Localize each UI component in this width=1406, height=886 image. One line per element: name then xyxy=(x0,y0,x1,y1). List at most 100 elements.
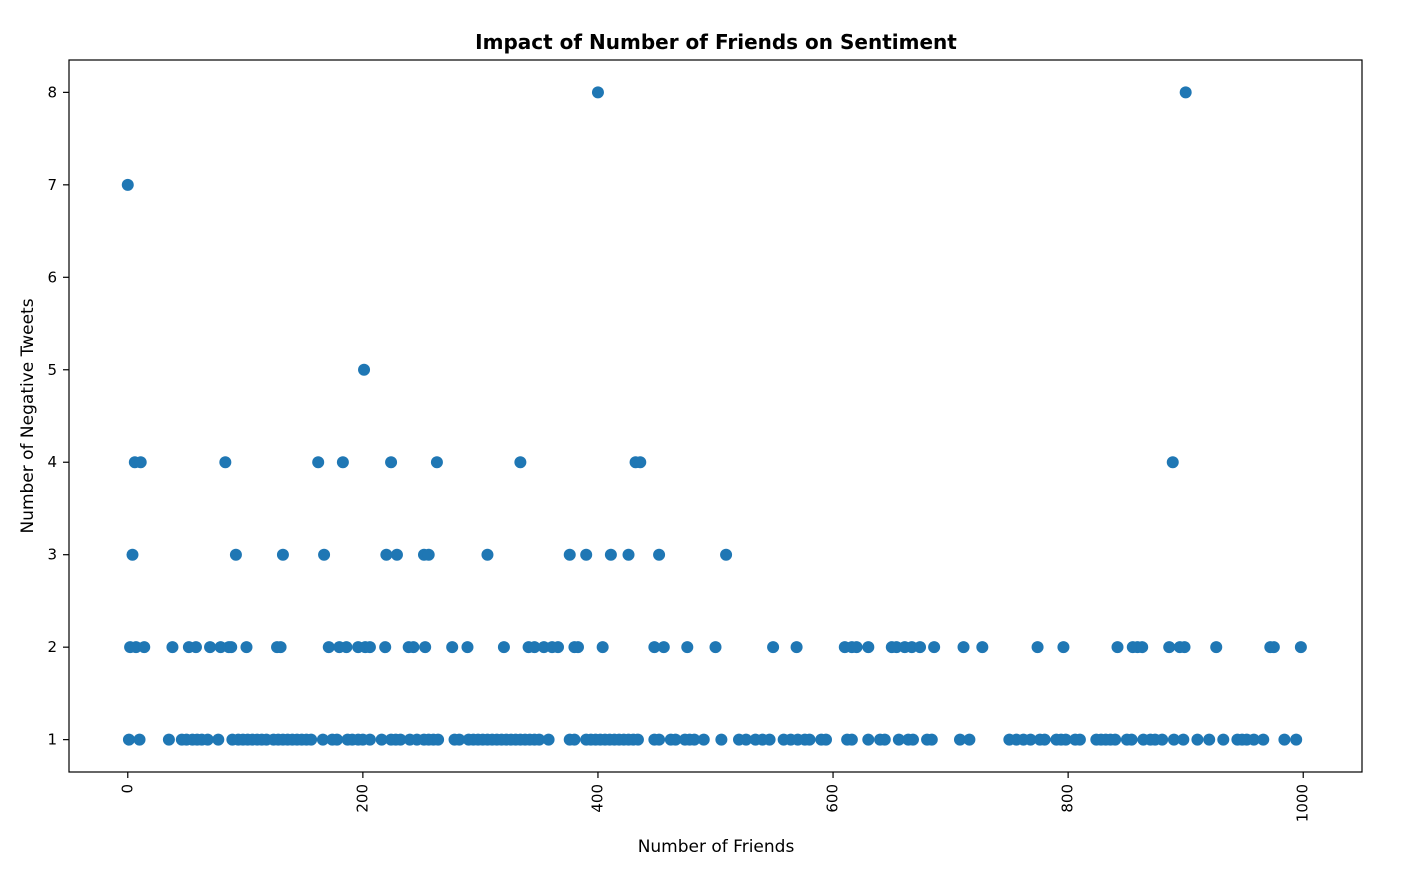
data-point xyxy=(905,641,918,654)
data-point xyxy=(657,641,670,654)
data-point xyxy=(767,641,780,654)
data-point xyxy=(591,86,604,99)
data-point xyxy=(318,548,331,561)
y-tick-label: 5 xyxy=(47,361,57,379)
data-point xyxy=(976,641,989,654)
data-point xyxy=(648,641,661,654)
data-point xyxy=(681,641,694,654)
data-point xyxy=(1109,733,1122,746)
data-point xyxy=(1217,733,1230,746)
data-point xyxy=(305,733,318,746)
data-point xyxy=(963,733,976,746)
data-point xyxy=(1059,733,1072,746)
data-point xyxy=(336,456,349,469)
data-point xyxy=(596,641,609,654)
data-point xyxy=(340,641,353,654)
data-point xyxy=(212,733,225,746)
data-point xyxy=(1031,641,1044,654)
y-axis-label: Number of Negative Tweets xyxy=(18,298,38,533)
data-point xyxy=(1038,733,1051,746)
data-point xyxy=(331,733,344,746)
data-point xyxy=(121,178,134,191)
data-point xyxy=(453,733,466,746)
data-point xyxy=(688,733,701,746)
y-tick-label: 8 xyxy=(47,83,57,101)
data-point xyxy=(162,733,175,746)
data-point xyxy=(422,548,435,561)
data-point xyxy=(740,733,753,746)
data-point xyxy=(551,641,564,654)
data-point xyxy=(669,733,682,746)
data-point xyxy=(953,733,966,746)
y-tick-label: 2 xyxy=(47,638,57,656)
data-point xyxy=(497,641,510,654)
y-axis: 1 2 3 4 5 6 7 8 xyxy=(47,83,69,749)
data-point xyxy=(1178,641,1191,654)
data-point xyxy=(363,641,376,654)
data-point xyxy=(380,548,393,561)
data-point xyxy=(720,548,733,561)
data-point xyxy=(274,641,287,654)
data-point xyxy=(358,363,371,376)
data-point xyxy=(133,733,146,746)
data-point xyxy=(850,641,863,654)
data-point xyxy=(1156,733,1169,746)
x-tick-label: 1000 xyxy=(1294,784,1312,822)
data-point xyxy=(571,641,584,654)
x-tick-label: 800 xyxy=(1059,784,1077,813)
data-point xyxy=(845,733,858,746)
data-point xyxy=(1267,641,1280,654)
data-point xyxy=(528,641,541,654)
data-point xyxy=(622,548,635,561)
data-point xyxy=(166,641,179,654)
data-point xyxy=(189,641,202,654)
data-point xyxy=(379,641,392,654)
data-point xyxy=(1278,733,1291,746)
data-point xyxy=(204,641,217,654)
data-point xyxy=(1247,733,1260,746)
data-point xyxy=(878,733,891,746)
data-point xyxy=(604,548,617,561)
data-point xyxy=(375,733,388,746)
data-point xyxy=(1179,86,1192,99)
data-point xyxy=(1167,733,1180,746)
data-point xyxy=(394,733,407,746)
data-point xyxy=(240,641,253,654)
data-point xyxy=(906,733,919,746)
y-tick-label: 6 xyxy=(47,268,57,286)
data-point xyxy=(763,733,776,746)
data-point xyxy=(1166,456,1179,469)
data-point xyxy=(1024,733,1037,746)
data-point xyxy=(134,456,147,469)
data-point xyxy=(1290,733,1303,746)
data-point xyxy=(385,456,398,469)
data-point xyxy=(862,733,875,746)
data-point xyxy=(1125,733,1138,746)
data-point xyxy=(322,641,335,654)
data-point xyxy=(1111,641,1124,654)
x-tick-label: 600 xyxy=(824,784,842,813)
data-point xyxy=(312,456,325,469)
data-point xyxy=(1210,641,1223,654)
data-point xyxy=(1057,641,1070,654)
data-point xyxy=(537,641,550,654)
data-point xyxy=(563,548,576,561)
data-point xyxy=(419,641,432,654)
data-point xyxy=(790,641,803,654)
chart-title: Impact of Number of Friends on Sentiment xyxy=(475,30,957,54)
data-point xyxy=(430,456,443,469)
data-point xyxy=(214,641,227,654)
data-point xyxy=(697,733,710,746)
data-point xyxy=(276,548,289,561)
data-points xyxy=(121,86,1307,746)
data-point xyxy=(803,733,816,746)
data-point xyxy=(126,548,139,561)
x-tick-label: 400 xyxy=(588,784,606,813)
data-point xyxy=(715,733,728,746)
data-point xyxy=(1177,733,1190,746)
data-point xyxy=(634,456,647,469)
data-point xyxy=(862,641,875,654)
data-point xyxy=(316,733,329,746)
data-point xyxy=(363,733,376,746)
